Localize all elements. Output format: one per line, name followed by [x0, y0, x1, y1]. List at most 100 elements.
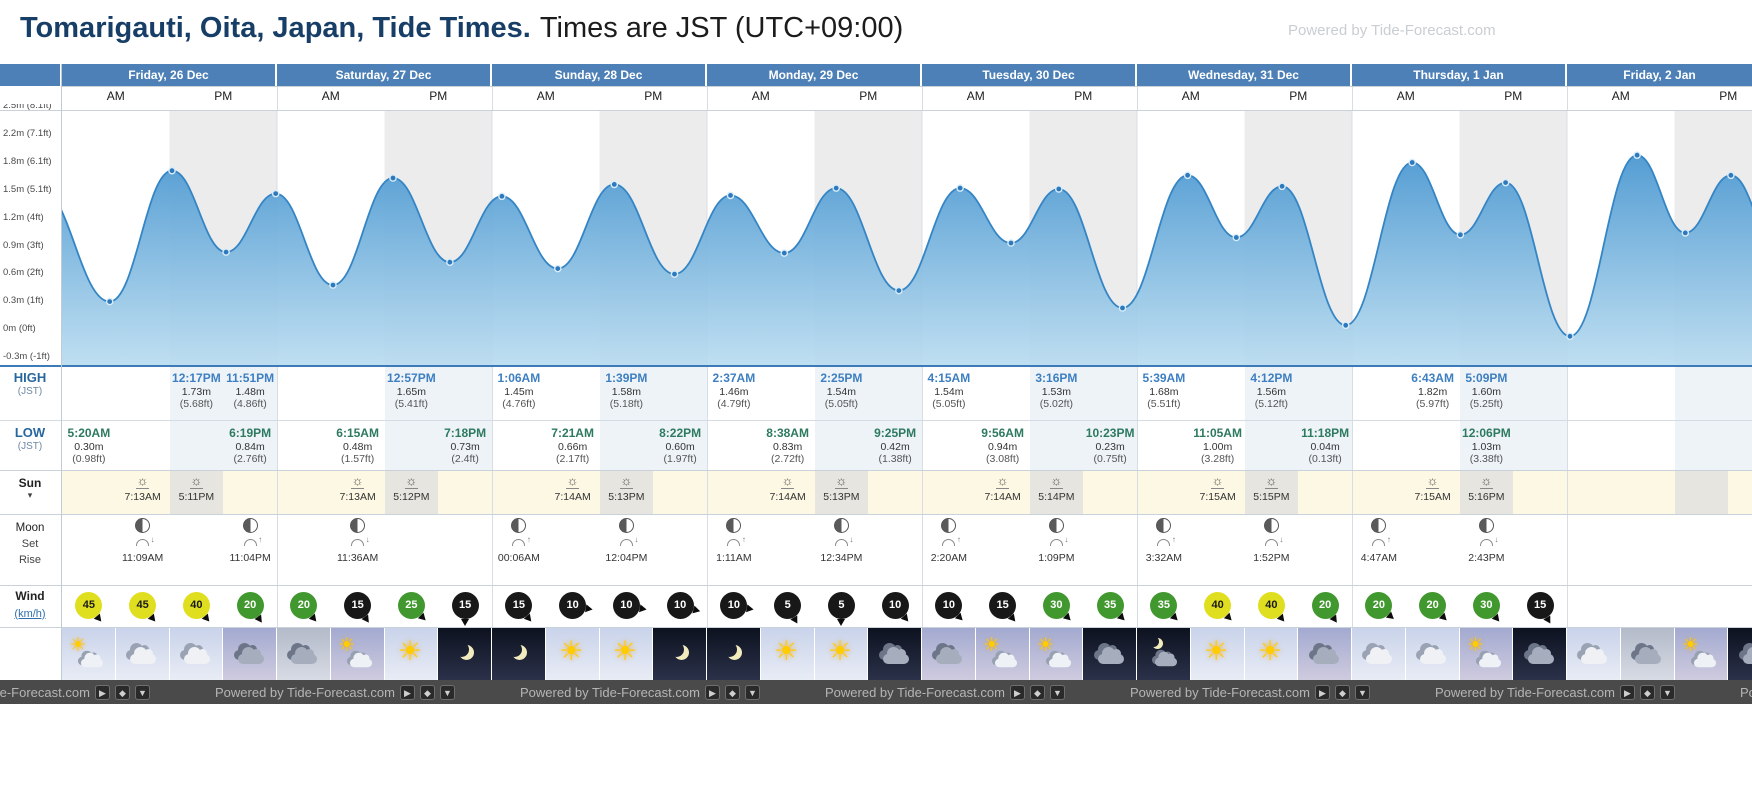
cloud-dark-icon [1304, 636, 1346, 672]
wind-speed-badge: 20 [236, 592, 266, 625]
footer-powered-link[interactable]: Powered by Tide-Forecast.com [1435, 684, 1615, 700]
table-stripe-pm [1244, 367, 1352, 470]
store-badge-icon[interactable]: ◆ [419, 684, 435, 700]
low-tide-height-m: 0.73m [450, 441, 480, 453]
moon-phase-icon [726, 518, 742, 533]
store-badge-icon[interactable]: ◆ [1029, 684, 1045, 700]
arrow-head [1329, 614, 1341, 625]
footer-powered-item: Powered by Tide-Forecast.com▶◆▼ [1130, 680, 1370, 704]
day-header: Saturday, 27 Dec [277, 64, 490, 86]
store-badge-icon[interactable]: ▶ [94, 684, 110, 700]
store-badge-icon[interactable]: ▼ [1354, 684, 1370, 700]
arrow-down-icon: ↓ [365, 535, 370, 544]
low-tide-height-ft: (1.38ft) [878, 453, 912, 465]
sun-horizon-glyph: ☼ [1480, 473, 1493, 488]
wind-speed-value: 10 [935, 592, 963, 619]
store-badge-icon[interactable]: ▼ [1049, 684, 1065, 700]
footer-powered-link[interactable]: Powered by Tide-Forecast.com [215, 684, 395, 700]
low-tide-height-ft: (0.98ft) [72, 453, 106, 465]
low-tide-time: 9:25PM [874, 426, 917, 440]
moon-phase-icon [618, 518, 634, 533]
store-badge-icon[interactable]: ▼ [134, 684, 150, 700]
footer-powered-link[interactable]: Powered by Tide-Forecast.com [520, 684, 700, 700]
store-badge-icon[interactable]: ▶ [1009, 684, 1025, 700]
sun-horizon-glyph: ☼ [351, 473, 364, 488]
store-badge-icon[interactable]: ▼ [1659, 684, 1675, 700]
high-tide-height-m: 1.56m [1256, 386, 1286, 398]
cloud-icon [1572, 636, 1614, 672]
sunrise-icon: ☼ [328, 473, 388, 488]
cloud-shape [130, 647, 157, 664]
wind-speed-value: 20 [1365, 592, 1393, 619]
arc-dome [727, 539, 741, 546]
high-tide-entry: 12:57PM 1.65m (5.41ft) [369, 371, 453, 415]
low-tide-height-ft: (1.97ft) [663, 453, 697, 465]
moon-rise-icon: ↑ [724, 535, 746, 549]
low-tide-time: 5:20AM [67, 426, 111, 440]
wind-unit-link[interactable]: (km/h) [14, 607, 46, 620]
tide-extreme-marker [1408, 158, 1416, 167]
low-tide-height-ft: (3.28ft) [1200, 453, 1235, 465]
cloud-shape [1635, 647, 1662, 664]
tide-extreme-marker [222, 248, 230, 256]
high-tide-time: 12:17PM [172, 371, 221, 385]
store-badge-icon[interactable]: ◆ [1639, 684, 1655, 700]
row-divider [0, 110, 1752, 111]
store-badge-icon[interactable]: ▶ [1619, 684, 1635, 700]
arrow-down-icon: ↓ [634, 535, 639, 544]
store-badge-icon[interactable]: ◆ [1334, 684, 1350, 700]
footer-powered-link[interactable]: Powered by Tide-Forecast.com [825, 684, 1005, 700]
sun-glyph: ☀ [69, 635, 87, 656]
wind-speed-value: 20 [1311, 592, 1339, 619]
high-tide-entry: 11:51PM 1.48m (4.86ft) [208, 371, 292, 415]
high-tide-entry: 2:37AM 1.46m (4.79ft) [692, 371, 776, 415]
store-badge-icon[interactable]: ◆ [724, 684, 740, 700]
moon-rise-label: Rise [18, 554, 41, 567]
wind-direction-arrow [124, 586, 162, 624]
wind-speed-badge: 15 [451, 592, 479, 626]
powered-by-link[interactable]: Powered by Tide-Forecast.com [1288, 22, 1496, 39]
sun-glyph: ☀ [612, 636, 638, 666]
sun-row-toggle[interactable]: Sun ▾ [0, 476, 60, 499]
wind-direction-arrow [718, 590, 755, 621]
store-badge-icon[interactable]: ▶ [704, 684, 720, 700]
store-badge-icon[interactable]: ▼ [439, 684, 455, 700]
store-badge-icon[interactable]: ▶ [1314, 684, 1330, 700]
cloud-shape [1420, 647, 1447, 664]
sunset-time: 5:12PM [393, 491, 430, 503]
tide-extreme-marker [1456, 231, 1465, 239]
wind-speed-value: 15 [1526, 592, 1554, 619]
high-tide-height-m: 1.53m [1041, 386, 1071, 398]
moon-icon [444, 636, 486, 672]
high-tide-time: 1:06AM [497, 371, 541, 385]
sunset-icon: ☼ [381, 473, 441, 488]
cloud-icon [1411, 636, 1453, 672]
footer-powered-link[interactable]: Powered by Tide-Forecast.com [1740, 684, 1752, 700]
wind-speed-value: 10 [612, 592, 640, 619]
low-tide-height-m: 0.23m [1095, 441, 1125, 453]
cloud-shape [1312, 647, 1339, 664]
horizon-bar [781, 488, 795, 489]
footer-powered-link[interactable]: Powered by Tide-Forecast.com [1130, 684, 1310, 700]
moon-rise-time: 00:06AM [497, 552, 540, 564]
table-stripe-pm [169, 367, 277, 470]
moon-rise-icon: ↑ [509, 535, 531, 549]
store-badge-icon[interactable]: ▼ [744, 684, 760, 700]
low-tide-height-m: 1.03m [1471, 441, 1501, 453]
ampm-pm-label: PM [1504, 89, 1523, 103]
wind-speed-badge: 10 [612, 592, 648, 619]
store-badge-icon[interactable]: ▶ [399, 684, 415, 700]
high-tide-entry: 6:43AM 1.82m (5.97ft) [1391, 371, 1475, 415]
sun-horizon-glyph: ☼ [1211, 473, 1224, 488]
high-tide-entry: 2:25PM 1.54m (5.05ft) [799, 371, 883, 415]
low-tide-height-ft: (2.72ft) [770, 453, 805, 465]
high-tide-time: 3:16PM [1035, 371, 1078, 385]
store-badge-icon[interactable]: ◆ [114, 684, 130, 700]
moon-phase-icon [511, 518, 527, 533]
day-divider [1137, 367, 1138, 627]
wind-direction-arrow [984, 586, 1022, 624]
y-axis-label: 0.9m (3ft) [3, 239, 44, 251]
footer-powered-link[interactable]: Powered by Tide-Forecast.com [0, 684, 90, 700]
tide-extreme-marker [105, 297, 114, 306]
high-tide-height-ft: (5.18ft) [609, 398, 643, 410]
